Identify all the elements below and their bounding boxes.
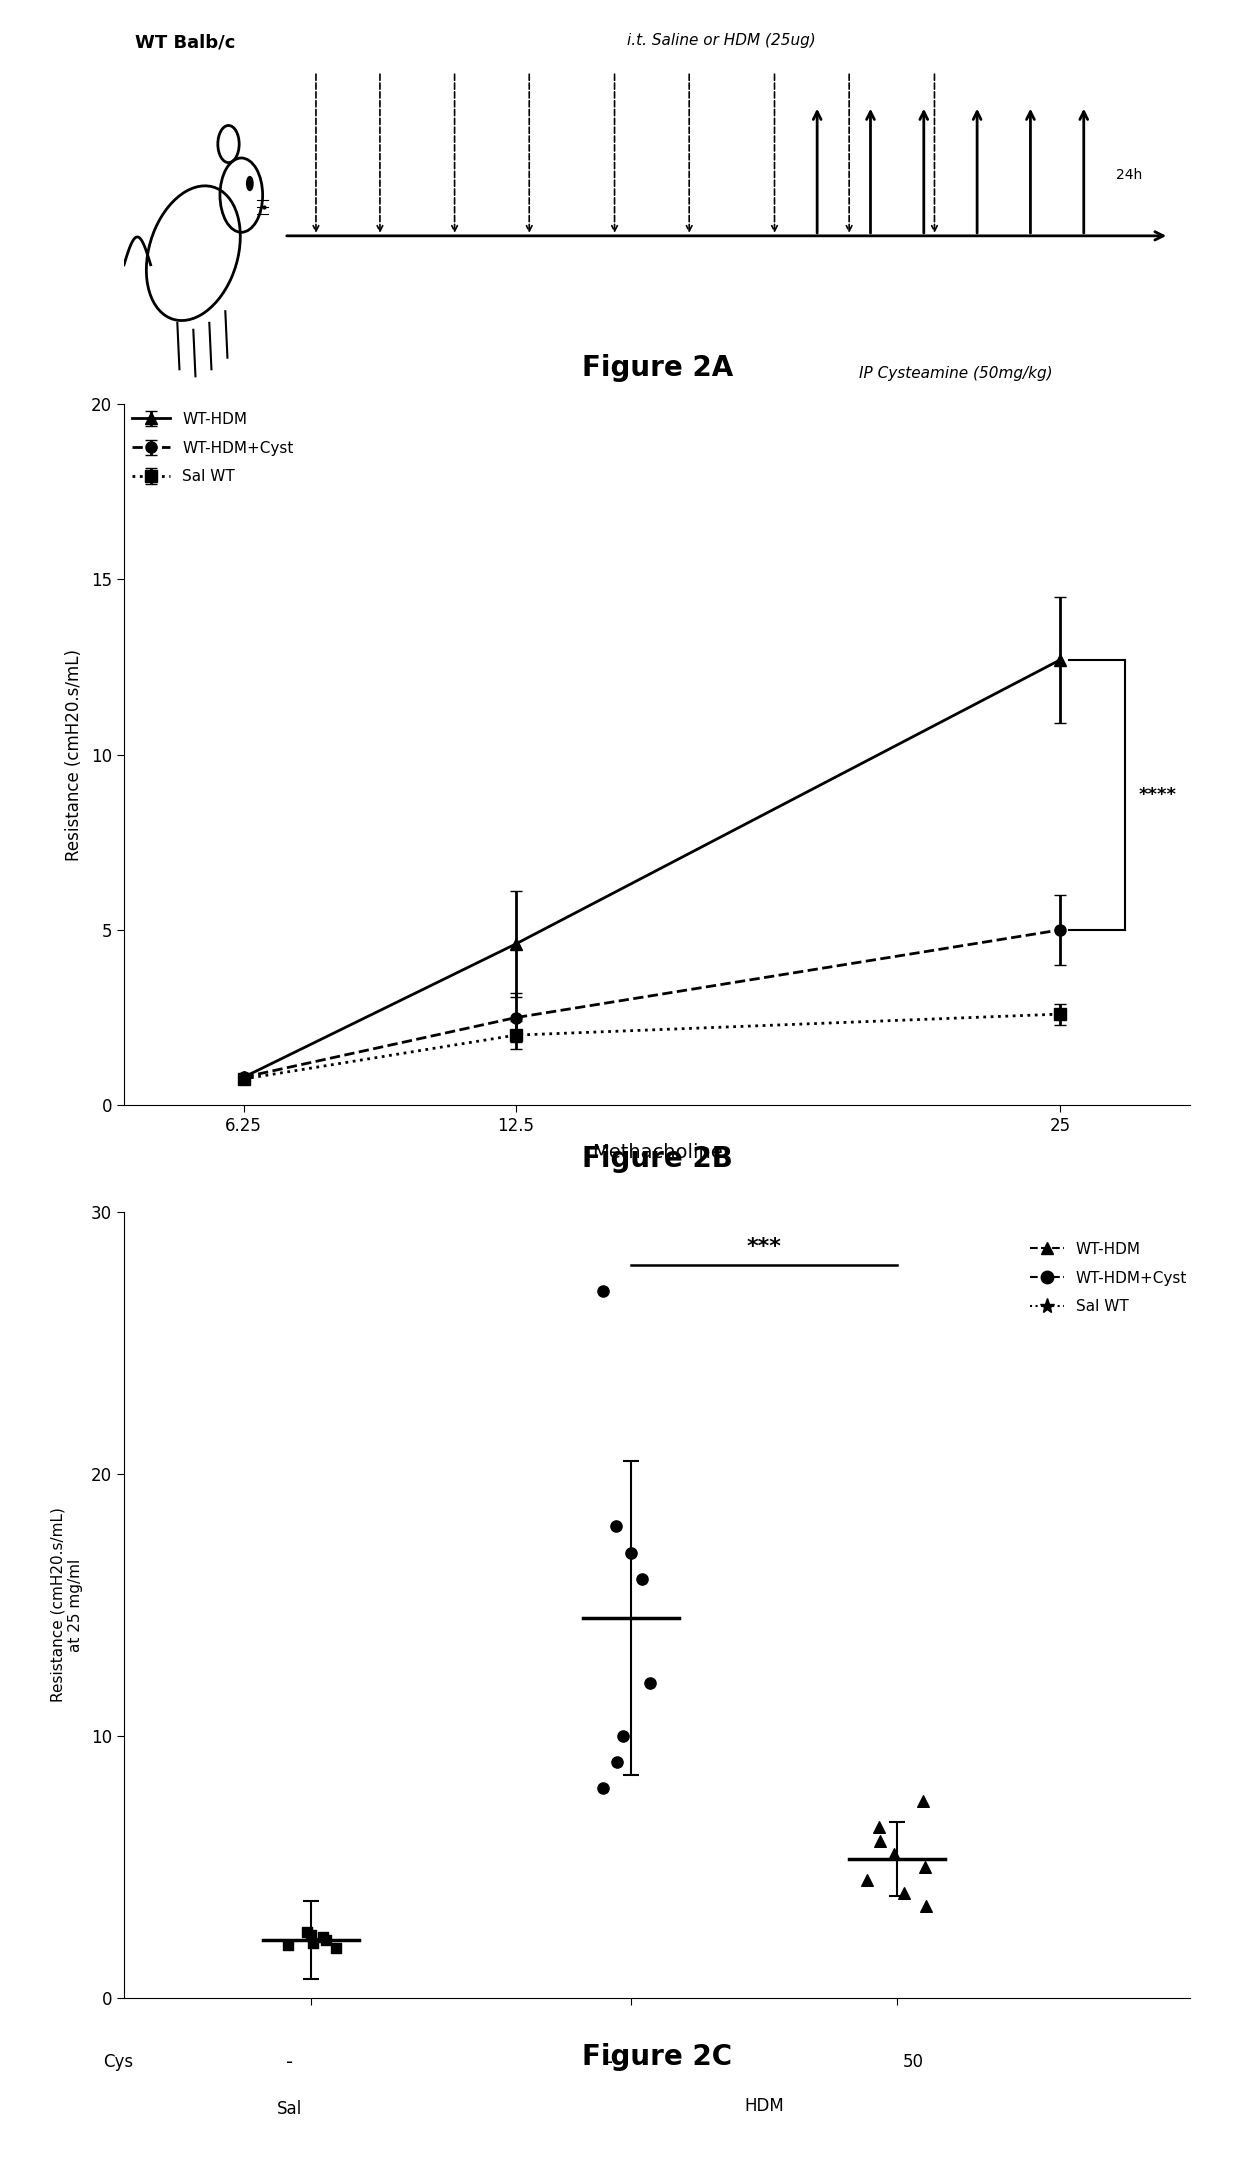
Text: HDM: HDM <box>744 2096 784 2116</box>
Point <box>620 1535 640 1570</box>
Point <box>326 1930 346 1964</box>
Title: Figure 2A: Figure 2A <box>582 353 733 382</box>
Text: Figure 2C: Figure 2C <box>582 2042 733 2070</box>
Text: 50: 50 <box>903 2053 924 2070</box>
Text: ***: *** <box>746 1236 781 1257</box>
Text: ****: **** <box>1138 787 1177 804</box>
Point <box>894 1875 914 1910</box>
Y-axis label: Resistance (cmH20.s/mL): Resistance (cmH20.s/mL) <box>64 648 83 861</box>
Point <box>915 1849 935 1884</box>
Legend: WT-HDM, WT-HDM+Cyst, Sal WT: WT-HDM, WT-HDM+Cyst, Sal WT <box>131 412 294 483</box>
Point <box>316 1923 336 1958</box>
X-axis label: Methacholine: Methacholine <box>591 1143 723 1162</box>
Point <box>916 1888 936 1923</box>
Text: IP Cysteamine (50mg/kg): IP Cysteamine (50mg/kg) <box>859 366 1053 382</box>
Point <box>606 1509 626 1544</box>
Point <box>593 1273 613 1307</box>
Point <box>593 1771 613 1806</box>
Point <box>301 1917 321 1951</box>
Text: Figure 2B: Figure 2B <box>582 1145 733 1173</box>
Point <box>312 1921 332 1956</box>
Text: Sal: Sal <box>277 2099 301 2118</box>
Point <box>613 1719 632 1754</box>
Text: -: - <box>285 2053 293 2073</box>
Text: WT Balb/c: WT Balb/c <box>135 33 236 52</box>
Point <box>298 1914 317 1949</box>
Point <box>303 1925 322 1960</box>
Point <box>869 1810 889 1845</box>
Point <box>857 1862 877 1897</box>
Text: Cys: Cys <box>103 2053 133 2070</box>
Text: i.t. Saline or HDM (25ug): i.t. Saline or HDM (25ug) <box>626 33 816 48</box>
Legend: WT-HDM, WT-HDM+Cyst, Sal WT: WT-HDM, WT-HDM+Cyst, Sal WT <box>1024 1236 1193 1320</box>
Point <box>870 1823 890 1858</box>
Text: 24h: 24h <box>1116 169 1142 182</box>
Point <box>632 1561 652 1596</box>
Point <box>278 1927 298 1962</box>
Y-axis label: Resistance (cmH20.s/mL)
at 25 mg/ml: Resistance (cmH20.s/mL) at 25 mg/ml <box>51 1507 83 1702</box>
Text: -: - <box>605 2053 613 2073</box>
Point <box>884 1836 904 1871</box>
Point <box>914 1784 934 1819</box>
Point <box>640 1667 660 1702</box>
Point <box>608 1745 627 1780</box>
